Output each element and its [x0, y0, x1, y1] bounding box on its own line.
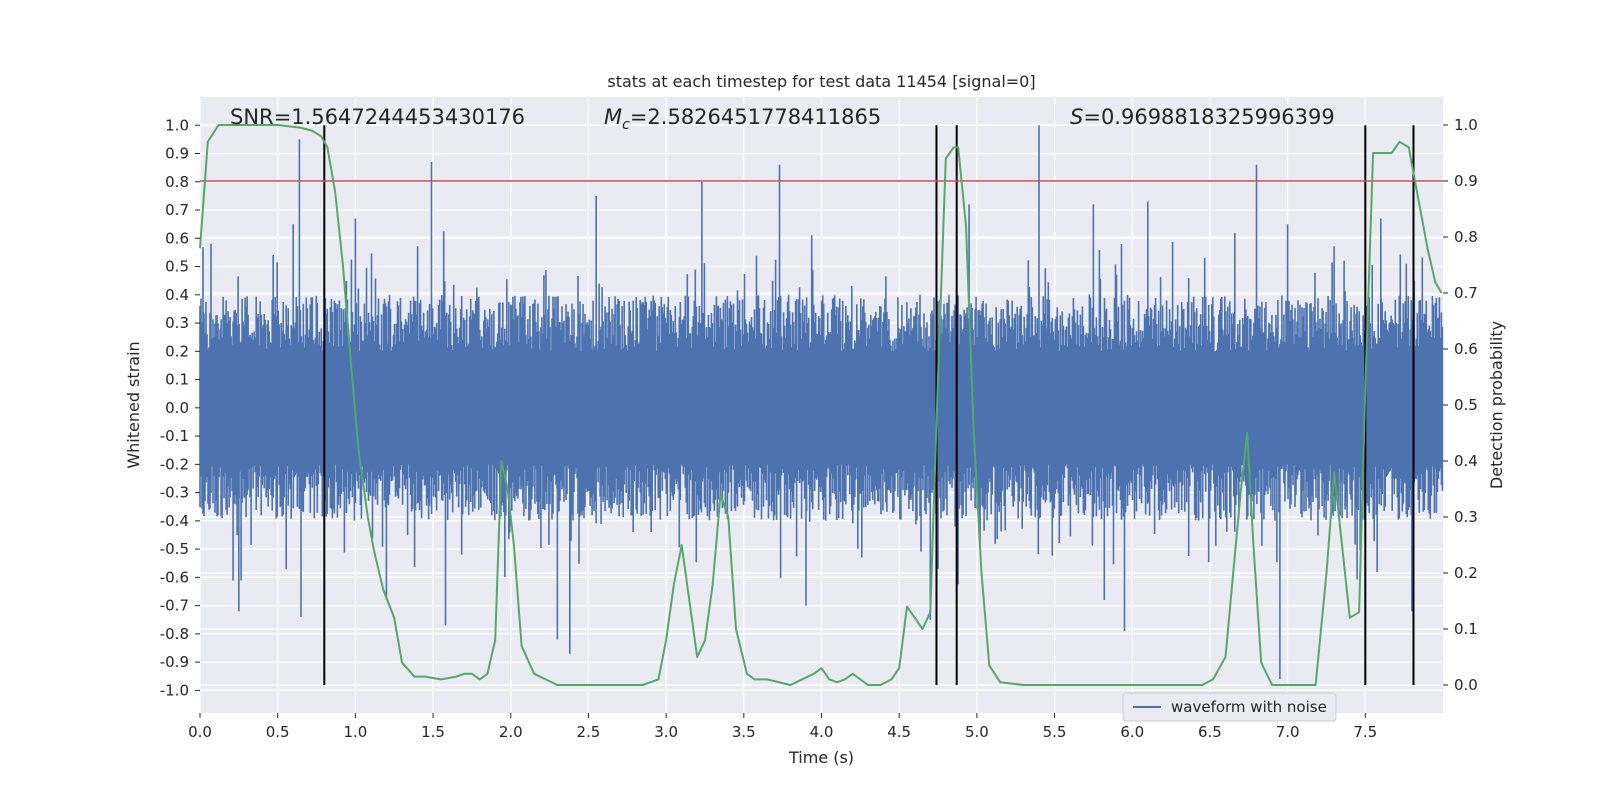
y-tick-label-right: 0.4 [1454, 452, 1478, 470]
probability-series [199, 124, 1443, 686]
x-tick-label: 4.5 [887, 723, 911, 741]
y-tick-label-left: 0.9 [165, 145, 189, 163]
legend: waveform with noise [1122, 692, 1337, 722]
s-value: =0.9698818325996399 [1083, 105, 1334, 129]
y-tick-label-right: 1.0 [1454, 116, 1478, 134]
probability-line [199, 124, 1443, 686]
y-tick-label-left: 0.7 [165, 201, 189, 219]
y-tick-label-left: -0.4 [160, 512, 189, 530]
y-tick-label-right: 0.9 [1454, 172, 1478, 190]
legend-box [1122, 692, 1337, 722]
y-tick-label-left: -1.0 [160, 681, 189, 699]
x-tick-label: 0.0 [188, 723, 212, 741]
x-tick-label: 1.5 [421, 723, 445, 741]
y-tick-label-left: -0.8 [160, 625, 189, 643]
y-tick-label-left: 0.2 [165, 342, 189, 360]
y-tick-label-right: 0.3 [1454, 508, 1478, 526]
x-tick-label: 1.0 [343, 723, 367, 741]
x-tick-label: 3.0 [654, 723, 678, 741]
y-tick-label-left: -0.1 [160, 427, 189, 445]
axes: 0.0 0.5 1.0 1.5 2.0 2.5 3.0 3.5 4.0 4.5 5.0 5.5 6.0 6… [160, 116, 1478, 741]
y-tick-label-left: 0.8 [165, 173, 189, 191]
chirp-mass-symbol: M [604, 105, 622, 129]
y-tick-label-right: 0.7 [1454, 284, 1478, 302]
y-axis-label-right: Detection probability [1487, 321, 1506, 489]
y-tick-label-right: 0.5 [1454, 396, 1478, 414]
y-tick-label-right: 0.8 [1454, 228, 1478, 246]
chirp-mass-subscript: c [622, 117, 630, 133]
s-symbol: S [1070, 105, 1083, 129]
y-tick-label-left: 0.0 [165, 399, 189, 417]
x-tick-label: 5.0 [965, 723, 989, 741]
snr-annotation: SNR=1.5647244453430176 [230, 105, 525, 129]
y-tick-label-left: 0.6 [165, 229, 189, 247]
y-tick-label-left: 0.3 [165, 314, 189, 332]
x-tick-label: 4.0 [810, 723, 834, 741]
y-tick-label-left: -0.9 [160, 653, 189, 671]
x-axis-label: Time (s) [788, 748, 854, 767]
y-tick-label-left: -0.3 [160, 484, 189, 502]
x-tick-label: 3.5 [732, 723, 756, 741]
y-axis-label-left: Whitened strain [124, 341, 143, 468]
y-tick-label-left: 0.4 [165, 286, 189, 304]
waveform-line [199, 125, 1444, 680]
chart-title: stats at each timestep for test data 114… [607, 72, 1035, 91]
y-tick-label-left: 0.5 [165, 258, 189, 276]
y-tick-label-left: 0.1 [165, 371, 189, 389]
waveform-series [199, 125, 1444, 680]
s-annotation: S=0.9698818325996399 [1070, 105, 1335, 129]
legend-label-waveform: waveform with noise [1171, 698, 1327, 716]
y-tick-label-right: 0.2 [1454, 564, 1478, 582]
y-tick-label-right: 0.0 [1454, 676, 1478, 694]
y-tick-label-left: -0.5 [160, 540, 189, 558]
y-tick-label-right: 0.1 [1454, 620, 1478, 638]
x-tick-label: 5.5 [1043, 723, 1067, 741]
x-tick-label: 2.0 [499, 723, 523, 741]
y-tick-label-left: 1.0 [165, 116, 189, 134]
y-tick-label-left: -0.2 [160, 455, 189, 473]
y-tick-label-left: -0.7 [160, 597, 189, 615]
x-tick-label: 6.5 [1198, 723, 1222, 741]
x-tick-label: 0.5 [266, 723, 290, 741]
x-tick-label: 7.0 [1276, 723, 1300, 741]
chirp-mass-value: =2.5826451778411865 [630, 105, 881, 129]
x-tick-label: 2.5 [577, 723, 601, 741]
chirp-mass-annotation: Mc=2.5826451778411865 [604, 105, 881, 133]
y-tick-label-left: -0.6 [160, 568, 189, 586]
y-tick-label-right: 0.6 [1454, 340, 1478, 358]
x-tick-label: 6.0 [1120, 723, 1144, 741]
x-tick-label: 7.5 [1353, 723, 1377, 741]
